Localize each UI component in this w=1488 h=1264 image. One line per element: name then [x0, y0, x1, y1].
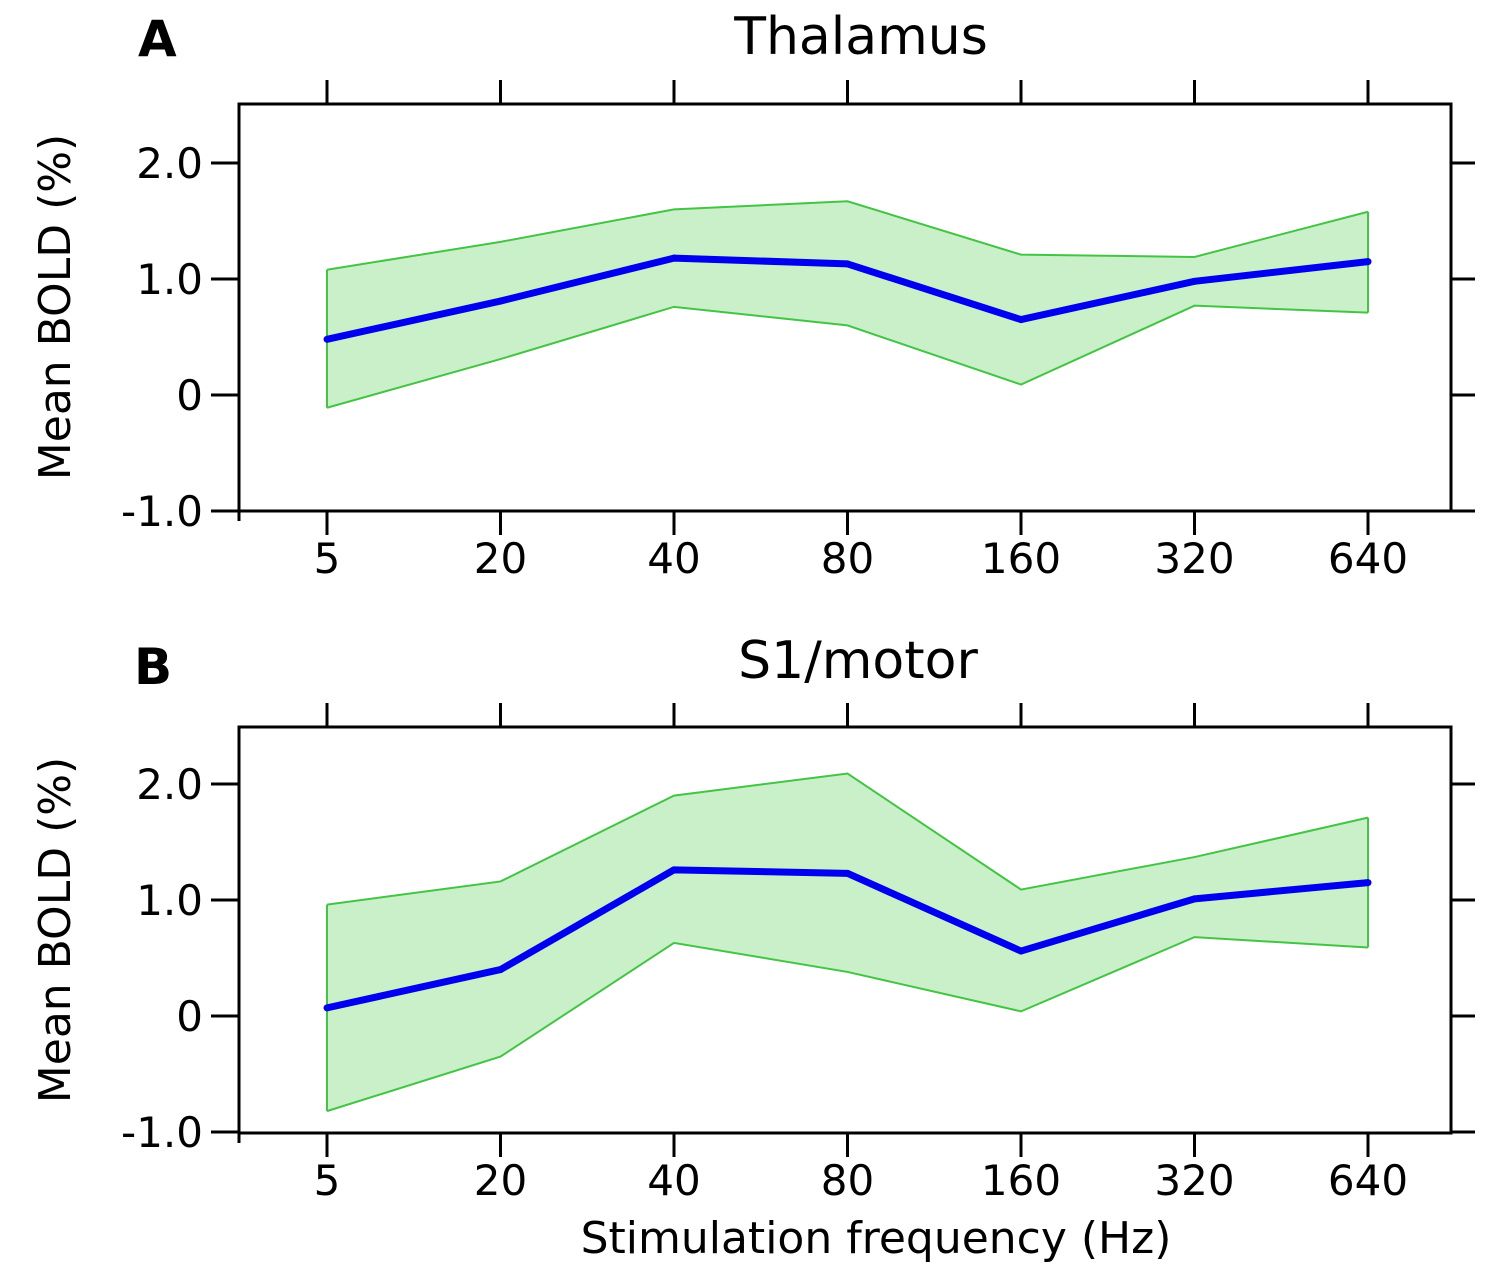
- y-tick-label: -1.0: [121, 1108, 203, 1157]
- x-tick-label: 320: [1154, 534, 1234, 583]
- data-point-5: [323, 335, 331, 343]
- mean-line-layer: [323, 866, 1372, 1012]
- plot-frame: [237, 725, 1453, 1135]
- data-point-640: [1364, 879, 1372, 887]
- band-upper-edge: [326, 200, 1369, 271]
- chart-title-thalamus: Thalamus: [733, 7, 988, 67]
- x-tick-label: 80: [821, 1156, 874, 1205]
- data-point-80: [844, 260, 851, 268]
- band-upper-edge: [326, 772, 1369, 906]
- data-point-640: [1364, 258, 1372, 266]
- confidence-band: [327, 201, 1368, 408]
- y-tick-label: -1.0: [121, 487, 203, 536]
- mean-line-layer: [323, 254, 1372, 343]
- data-point-20: [497, 297, 504, 305]
- x-axis-label: Stimulation frequency (Hz): [581, 1213, 1172, 1264]
- data-point-40: [670, 866, 678, 874]
- band-lower-edge: [326, 936, 1369, 1113]
- x-tick-label: 320: [1154, 1156, 1234, 1205]
- data-point-80: [844, 869, 851, 877]
- x-tick-label: 640: [1328, 534, 1408, 583]
- x-tick-label: 20: [474, 1156, 527, 1205]
- y-tick-label: 0: [176, 371, 203, 420]
- band-lower-edge: [326, 304, 1369, 409]
- plot-frame: [237, 102, 1453, 513]
- y-axis-label: Mean BOLD (%): [30, 134, 81, 480]
- data-point-320: [1191, 895, 1198, 903]
- x-tick-label: 160: [981, 1156, 1061, 1205]
- chart-title-s1-motor: S1/motor: [738, 631, 978, 691]
- x-tick-label: 40: [647, 1156, 700, 1205]
- y-tick-label: 2.0: [136, 139, 203, 188]
- data-point-160: [1017, 316, 1025, 324]
- data-point-320: [1191, 277, 1198, 285]
- x-axis: 5 20 40 80 160 320 640: [237, 703, 1408, 1205]
- x-tick-label: 640: [1328, 1156, 1408, 1205]
- x-tick-label: 5: [314, 1156, 341, 1205]
- y-tick-label: 1.0: [136, 876, 203, 925]
- y-tick-label: 2.0: [136, 760, 203, 809]
- data-point-20: [497, 966, 504, 974]
- data-point-160: [1017, 947, 1025, 955]
- panel-label-a: A: [138, 10, 177, 68]
- x-tick-label: 160: [981, 534, 1061, 583]
- data-point-5: [323, 1004, 331, 1012]
- panel-thalamus: A Thalamus 5 20 40 80 160 320 640 -1.001.02.0 …: [30, 7, 1475, 583]
- panel-s1-motor: B S1/motor 5 20 40 80 160 320 640 -1.001.02.0 …: [30, 631, 1475, 1264]
- panel-label-b: B: [134, 638, 172, 696]
- y-tick-label: 0: [176, 992, 203, 1041]
- x-tick-label: 5: [314, 534, 341, 583]
- x-axis: 5 20 40 80 160 320 640: [237, 80, 1408, 583]
- confidence-band: [327, 773, 1368, 1112]
- x-tick-label: 80: [821, 534, 874, 583]
- y-tick-label: 1.0: [136, 255, 203, 304]
- data-point-40: [670, 254, 678, 262]
- error-band-layer: [326, 772, 1369, 1113]
- y-axis: -1.0 0 1.0 2.0: [121, 139, 1475, 536]
- y-axis: -1.0 0 1.0 2.0: [121, 760, 1475, 1157]
- y-axis-label: Mean BOLD (%): [30, 757, 81, 1103]
- x-tick-label: 20: [474, 534, 527, 583]
- x-tick-label: 40: [647, 534, 700, 583]
